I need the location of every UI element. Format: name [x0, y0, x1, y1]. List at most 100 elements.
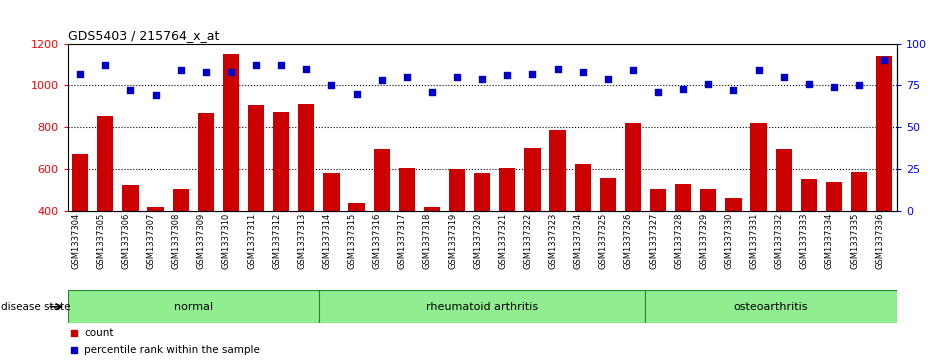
Text: GSM1337316: GSM1337316 — [373, 213, 381, 269]
Bar — [474, 173, 490, 211]
Text: normal: normal — [174, 302, 213, 312]
Point — [475, 76, 490, 82]
Bar — [650, 189, 666, 211]
Bar — [97, 115, 114, 211]
Bar — [801, 179, 817, 211]
Bar — [524, 148, 541, 211]
Text: GSM1337320: GSM1337320 — [473, 213, 483, 269]
Bar — [500, 168, 516, 211]
Bar — [776, 149, 792, 211]
Text: GSM1337319: GSM1337319 — [448, 213, 457, 269]
Text: rheumatoid arthritis: rheumatoid arthritis — [426, 302, 538, 312]
Point — [676, 86, 691, 91]
Bar — [374, 149, 390, 211]
Text: GSM1337311: GSM1337311 — [247, 213, 256, 269]
Text: osteoarthritis: osteoarthritis — [734, 302, 808, 312]
Point — [525, 71, 540, 77]
Point — [223, 69, 239, 75]
Point — [273, 62, 288, 68]
Text: GSM1337323: GSM1337323 — [548, 213, 558, 269]
Point — [198, 69, 213, 75]
Point — [67, 347, 82, 353]
Text: GSM1337305: GSM1337305 — [97, 213, 105, 269]
Bar — [851, 172, 868, 211]
Text: GSM1337313: GSM1337313 — [298, 213, 306, 269]
Point — [349, 91, 364, 97]
Text: GSM1337333: GSM1337333 — [800, 213, 808, 269]
Bar — [876, 56, 892, 211]
Point — [98, 62, 113, 68]
Text: GSM1337307: GSM1337307 — [146, 213, 156, 269]
Text: GSM1337314: GSM1337314 — [322, 213, 331, 269]
Text: GSM1337317: GSM1337317 — [398, 213, 407, 269]
Text: GSM1337324: GSM1337324 — [574, 213, 583, 269]
Bar — [147, 207, 163, 211]
Bar — [700, 189, 716, 211]
Point — [72, 71, 87, 77]
Bar — [348, 203, 364, 211]
Text: GSM1337330: GSM1337330 — [724, 213, 733, 269]
Point — [424, 89, 439, 95]
Text: GSM1337312: GSM1337312 — [272, 213, 281, 269]
Point — [123, 87, 138, 93]
Bar — [750, 123, 767, 211]
Bar — [624, 123, 641, 211]
Point — [500, 72, 515, 78]
Point — [651, 89, 666, 95]
Point — [726, 87, 741, 93]
Bar — [725, 198, 742, 211]
Point — [852, 82, 867, 88]
Bar — [600, 178, 616, 211]
Bar — [273, 113, 289, 211]
Point — [173, 68, 188, 73]
Bar — [299, 104, 315, 211]
Bar — [675, 184, 691, 211]
Text: GDS5403 / 215764_x_at: GDS5403 / 215764_x_at — [68, 29, 219, 42]
Bar — [825, 182, 842, 211]
Text: GSM1337328: GSM1337328 — [674, 213, 684, 269]
Bar — [399, 168, 415, 211]
Point — [148, 93, 163, 98]
Bar — [323, 173, 340, 211]
Point — [777, 74, 792, 80]
Bar — [173, 189, 189, 211]
Point — [299, 66, 314, 72]
Point — [625, 68, 640, 73]
Point — [249, 62, 264, 68]
Text: GSM1337308: GSM1337308 — [172, 213, 180, 269]
Text: GSM1337326: GSM1337326 — [623, 213, 633, 269]
Text: GSM1337304: GSM1337304 — [71, 213, 80, 269]
FancyBboxPatch shape — [68, 290, 319, 323]
Point — [67, 330, 82, 336]
FancyBboxPatch shape — [645, 290, 897, 323]
Point — [700, 81, 716, 86]
Point — [399, 74, 414, 80]
Text: GSM1337334: GSM1337334 — [825, 213, 834, 269]
Text: GSM1337310: GSM1337310 — [222, 213, 231, 269]
Text: count: count — [85, 328, 114, 338]
Text: disease state: disease state — [1, 302, 70, 312]
Text: GSM1337318: GSM1337318 — [423, 213, 432, 269]
Text: GSM1337325: GSM1337325 — [599, 213, 608, 269]
Bar — [248, 105, 264, 211]
Bar — [575, 164, 591, 211]
Point — [877, 57, 892, 63]
Bar — [423, 207, 440, 211]
Bar — [449, 169, 465, 211]
Text: GSM1337327: GSM1337327 — [649, 213, 658, 269]
Point — [576, 69, 591, 75]
Point — [751, 68, 766, 73]
Text: GSM1337335: GSM1337335 — [850, 213, 859, 269]
Text: GSM1337321: GSM1337321 — [499, 213, 507, 269]
Text: GSM1337332: GSM1337332 — [775, 213, 784, 269]
Point — [450, 74, 465, 80]
Text: GSM1337306: GSM1337306 — [121, 213, 131, 269]
Bar — [549, 130, 565, 211]
Bar — [197, 114, 214, 211]
Bar — [72, 154, 88, 211]
Point — [374, 77, 389, 83]
Bar — [122, 185, 139, 211]
Text: percentile rank within the sample: percentile rank within the sample — [85, 345, 260, 355]
Text: GSM1337315: GSM1337315 — [347, 213, 357, 269]
Text: GSM1337309: GSM1337309 — [197, 213, 206, 269]
